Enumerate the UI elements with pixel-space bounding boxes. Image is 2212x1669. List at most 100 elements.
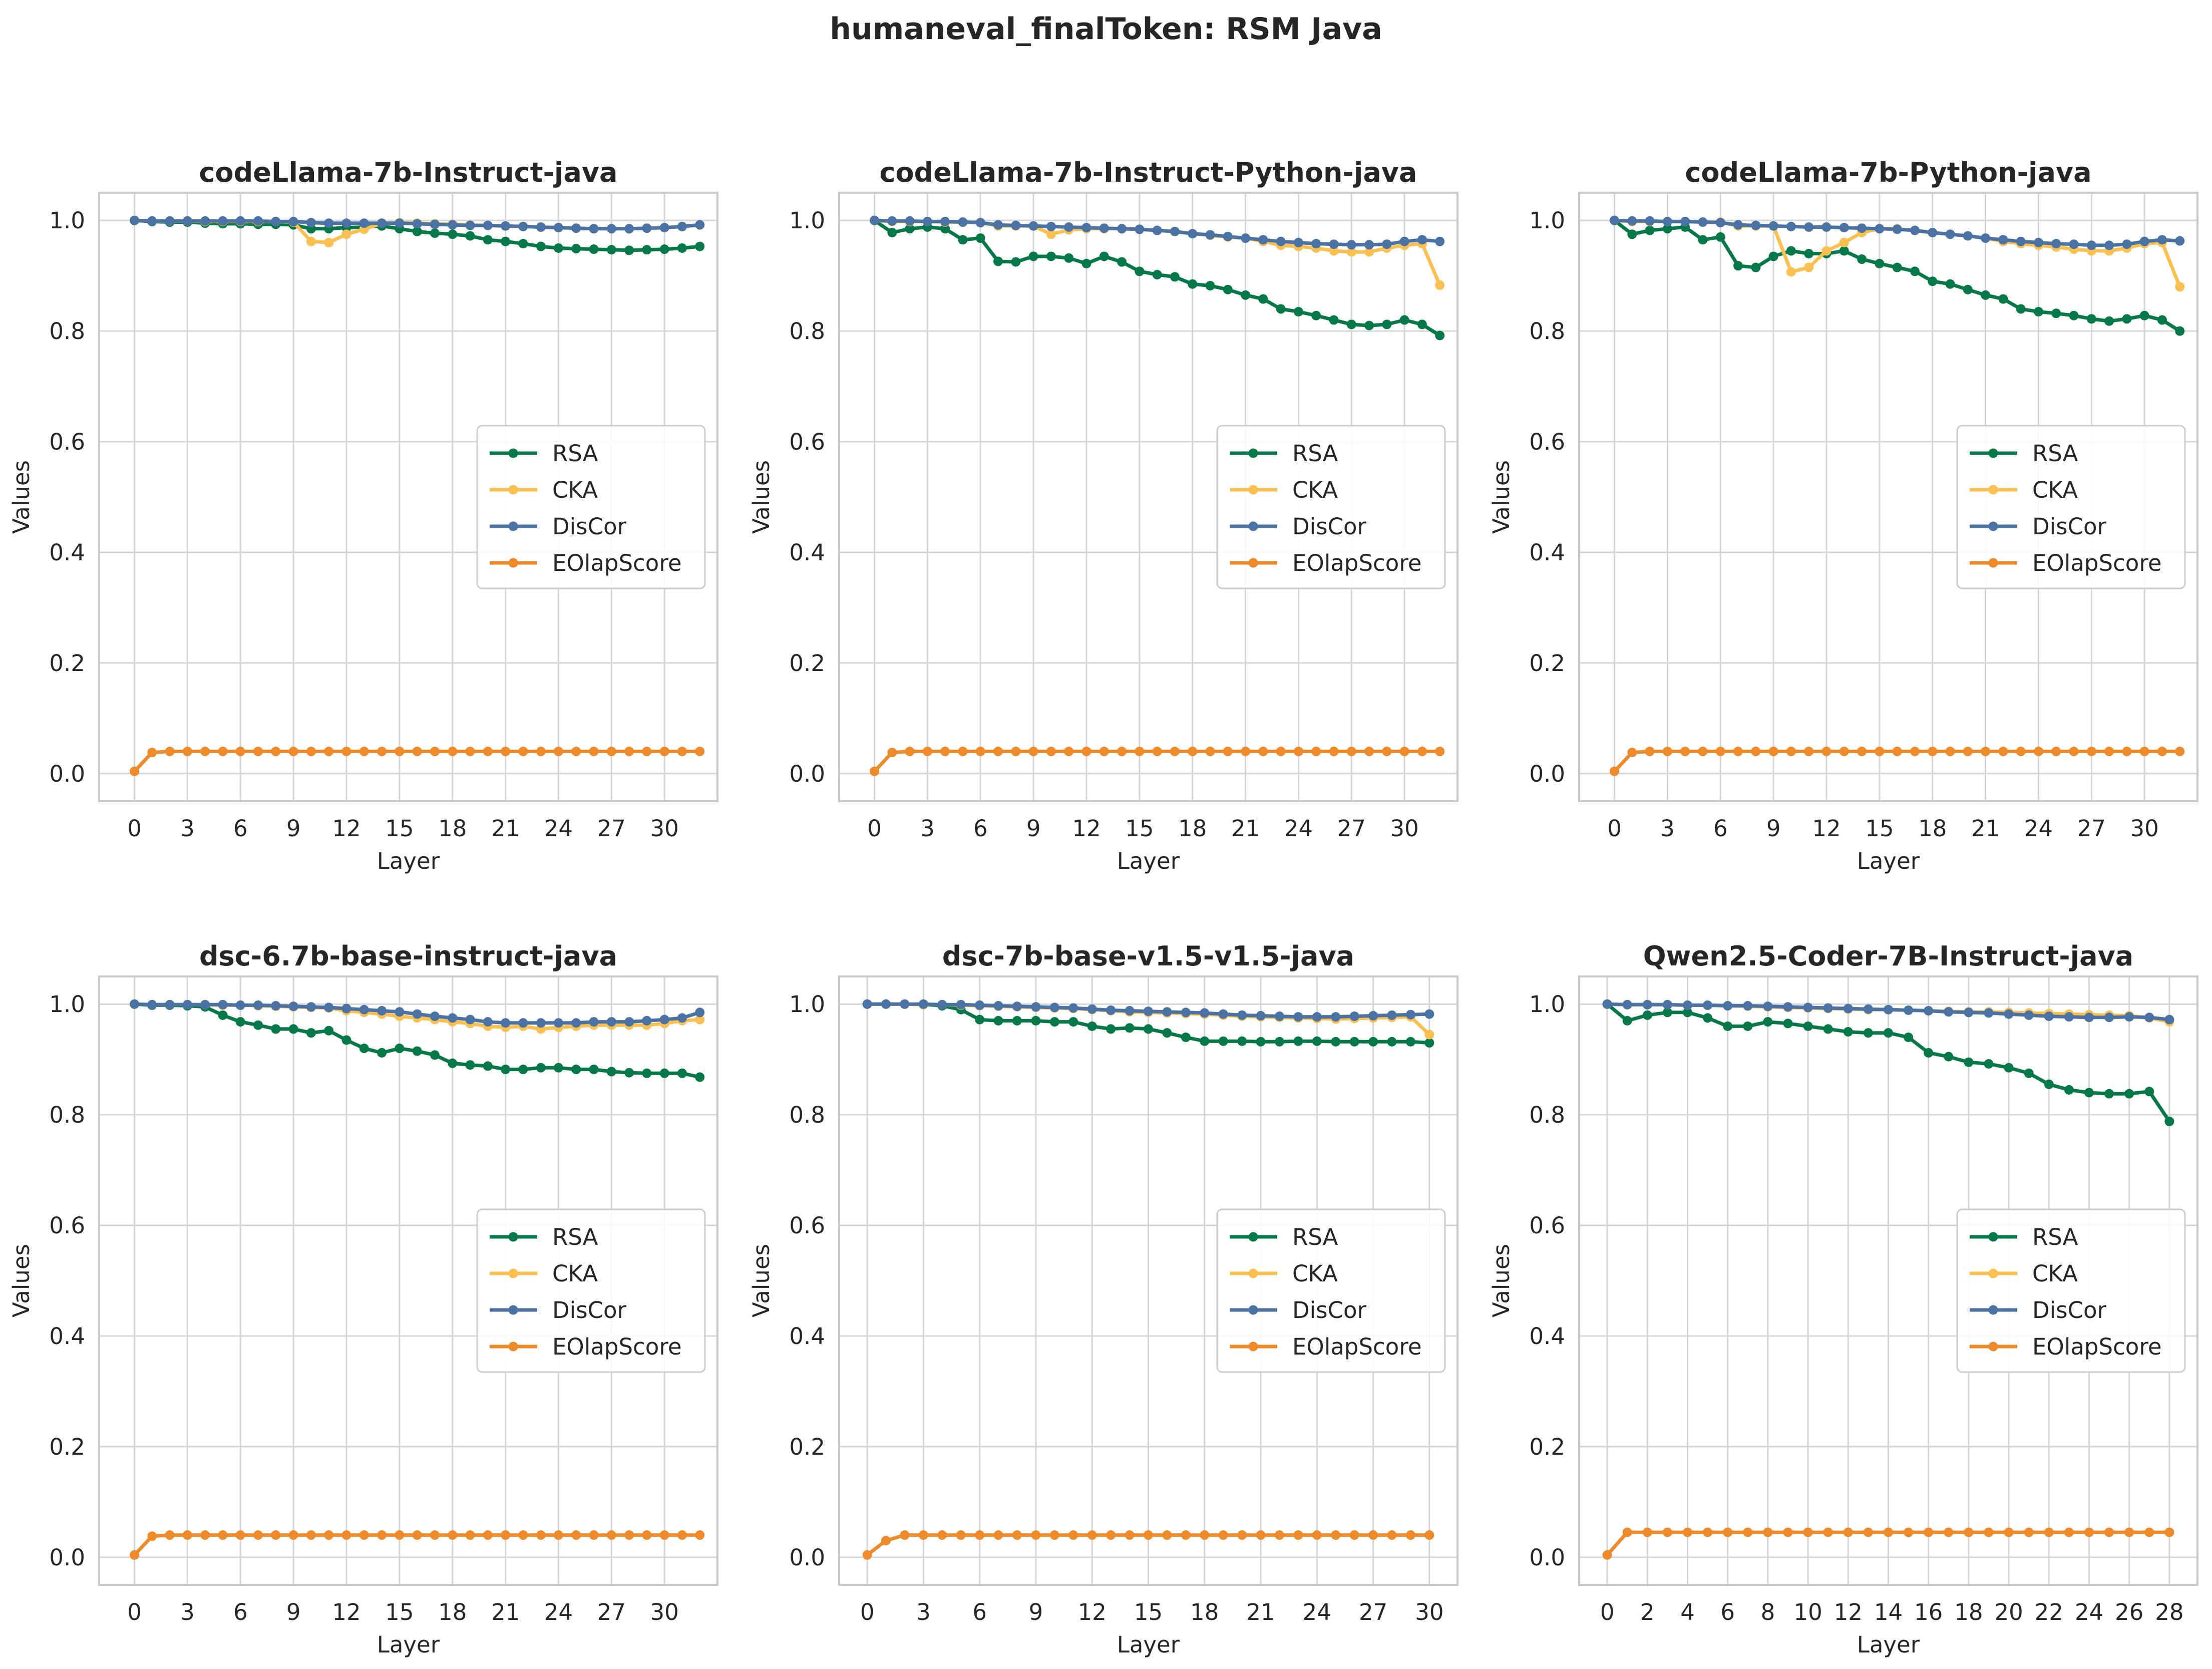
data-point-eolapscore [1068, 1530, 1078, 1540]
data-point-eolapscore [1387, 1530, 1397, 1540]
data-point-discor [1064, 222, 1074, 232]
subplot-title: dsc-6.7b-base-instruct-java [199, 940, 617, 972]
data-point-rsa [1349, 1037, 1359, 1047]
data-point-discor [1863, 1004, 1873, 1014]
data-point-discor [958, 217, 968, 227]
legend-marker-cka [1248, 485, 1258, 495]
data-point-rsa [975, 1015, 985, 1025]
data-point-eolapscore [306, 1530, 316, 1540]
data-point-eolapscore [165, 1530, 175, 1540]
data-point-discor [695, 1008, 705, 1018]
data-point-eolapscore [1998, 747, 2008, 757]
data-point-rsa [483, 1061, 493, 1071]
x-tick-label: 9 [286, 815, 301, 842]
data-point-rsa [536, 1063, 546, 1073]
data-point-eolapscore [642, 747, 652, 757]
data-point-cka [341, 229, 351, 239]
data-point-discor [182, 999, 192, 1010]
data-point-discor [1892, 224, 1902, 234]
x-tick-label: 30 [2130, 815, 2159, 842]
data-point-discor [2044, 1012, 2054, 1022]
data-point-discor [1763, 1002, 1773, 1012]
data-point-rsa [1662, 224, 1672, 234]
data-point-discor [1331, 1012, 1341, 1022]
data-point-rsa [1135, 266, 1145, 276]
data-point-discor [412, 219, 422, 229]
data-point-cka [1839, 237, 1849, 247]
legend-marker-discor [1988, 521, 1998, 531]
data-point-discor [2144, 1013, 2154, 1023]
legend-marker-discor [508, 521, 518, 531]
y-tick-label: 0.2 [1529, 650, 1565, 677]
data-point-rsa [518, 239, 528, 249]
data-point-discor [306, 218, 316, 228]
subplot-1: 0 3 6 9 12 15 18 21 24 27 30 0.0 0.2 0.4 0.6 0.8 1.0 code… [8, 157, 718, 874]
data-point-eolapscore [1715, 747, 1725, 757]
data-point-eolapscore [1293, 747, 1303, 757]
x-tick-label: 30 [1390, 815, 1419, 842]
data-point-discor [1680, 216, 1690, 226]
x-tick-label: 6 [1720, 1599, 1735, 1625]
data-point-discor [1012, 1002, 1022, 1012]
data-point-eolapscore [887, 748, 897, 758]
legend: RSA CKA DisCor EOlapScore [1216, 425, 1446, 589]
data-point-eolapscore [1662, 1527, 1672, 1537]
data-point-discor [1768, 221, 1778, 231]
data-point-discor [395, 218, 405, 228]
data-point-discor [430, 1012, 440, 1022]
data-point-discor [1312, 1012, 1322, 1022]
data-point-rsa [1768, 251, 1778, 261]
data-point-eolapscore [412, 1530, 422, 1540]
x-tick-label: 0 [867, 815, 882, 842]
data-point-discor [1783, 1002, 1793, 1012]
legend-marker-rsa [508, 1232, 518, 1242]
axes-frame [98, 975, 718, 1586]
x-tick-label: 4 [1680, 1599, 1695, 1625]
data-point-eolapscore [483, 1530, 493, 1540]
data-point-rsa [2122, 314, 2132, 324]
data-point-eolapscore [448, 747, 458, 757]
data-point-eolapscore [1049, 1530, 1059, 1540]
legend-marker-cka [1988, 1268, 1998, 1278]
x-tick-label: 9 [1029, 1599, 1043, 1625]
x-tick-label: 12 [1078, 1599, 1107, 1625]
legend-label: EOlapScore [1292, 1333, 1422, 1360]
data-point-eolapscore [993, 1530, 1003, 1540]
data-point-eolapscore [1364, 747, 1374, 757]
data-point-discor [1028, 221, 1038, 231]
data-point-eolapscore [341, 1530, 351, 1540]
data-point-discor [448, 220, 458, 230]
data-point-rsa [1329, 315, 1339, 325]
data-point-eolapscore [1117, 747, 1127, 757]
data-point-rsa [589, 1065, 599, 1075]
data-point-discor [624, 1017, 634, 1027]
data-point-eolapscore [501, 1530, 511, 1540]
data-point-discor [2104, 240, 2114, 250]
data-point-eolapscore [1703, 1527, 1713, 1537]
data-point-rsa [606, 1067, 616, 1077]
y-tick-label: 0.4 [49, 1323, 85, 1350]
data-point-discor [1703, 1000, 1713, 1010]
data-point-discor [1751, 220, 1761, 230]
data-point-discor [1011, 220, 1021, 230]
data-point-discor [200, 216, 210, 226]
x-tick-label: 27 [1359, 1599, 1387, 1625]
x-tick-label: 21 [491, 1599, 520, 1625]
y-tick-label: 0.0 [49, 1544, 85, 1571]
data-point-discor [271, 216, 281, 226]
data-point-discor [1803, 1003, 1813, 1013]
data-point-rsa [695, 1072, 705, 1082]
x-tick-label: 24 [1303, 1599, 1331, 1625]
y-tick-label: 0.6 [1529, 1212, 1565, 1239]
data-point-discor [2016, 236, 2026, 246]
data-point-eolapscore [501, 747, 511, 757]
data-point-rsa [2069, 310, 2079, 320]
data-point-eolapscore [862, 1550, 872, 1560]
data-point-discor [1258, 235, 1268, 245]
x-tick-label: 18 [438, 815, 467, 842]
legend-marker-eolapscore [1248, 1342, 1258, 1352]
x-tick-label: 16 [1914, 1599, 1943, 1625]
data-point-eolapscore [1258, 747, 1268, 757]
y-tick-label: 0.4 [1529, 1323, 1565, 1350]
